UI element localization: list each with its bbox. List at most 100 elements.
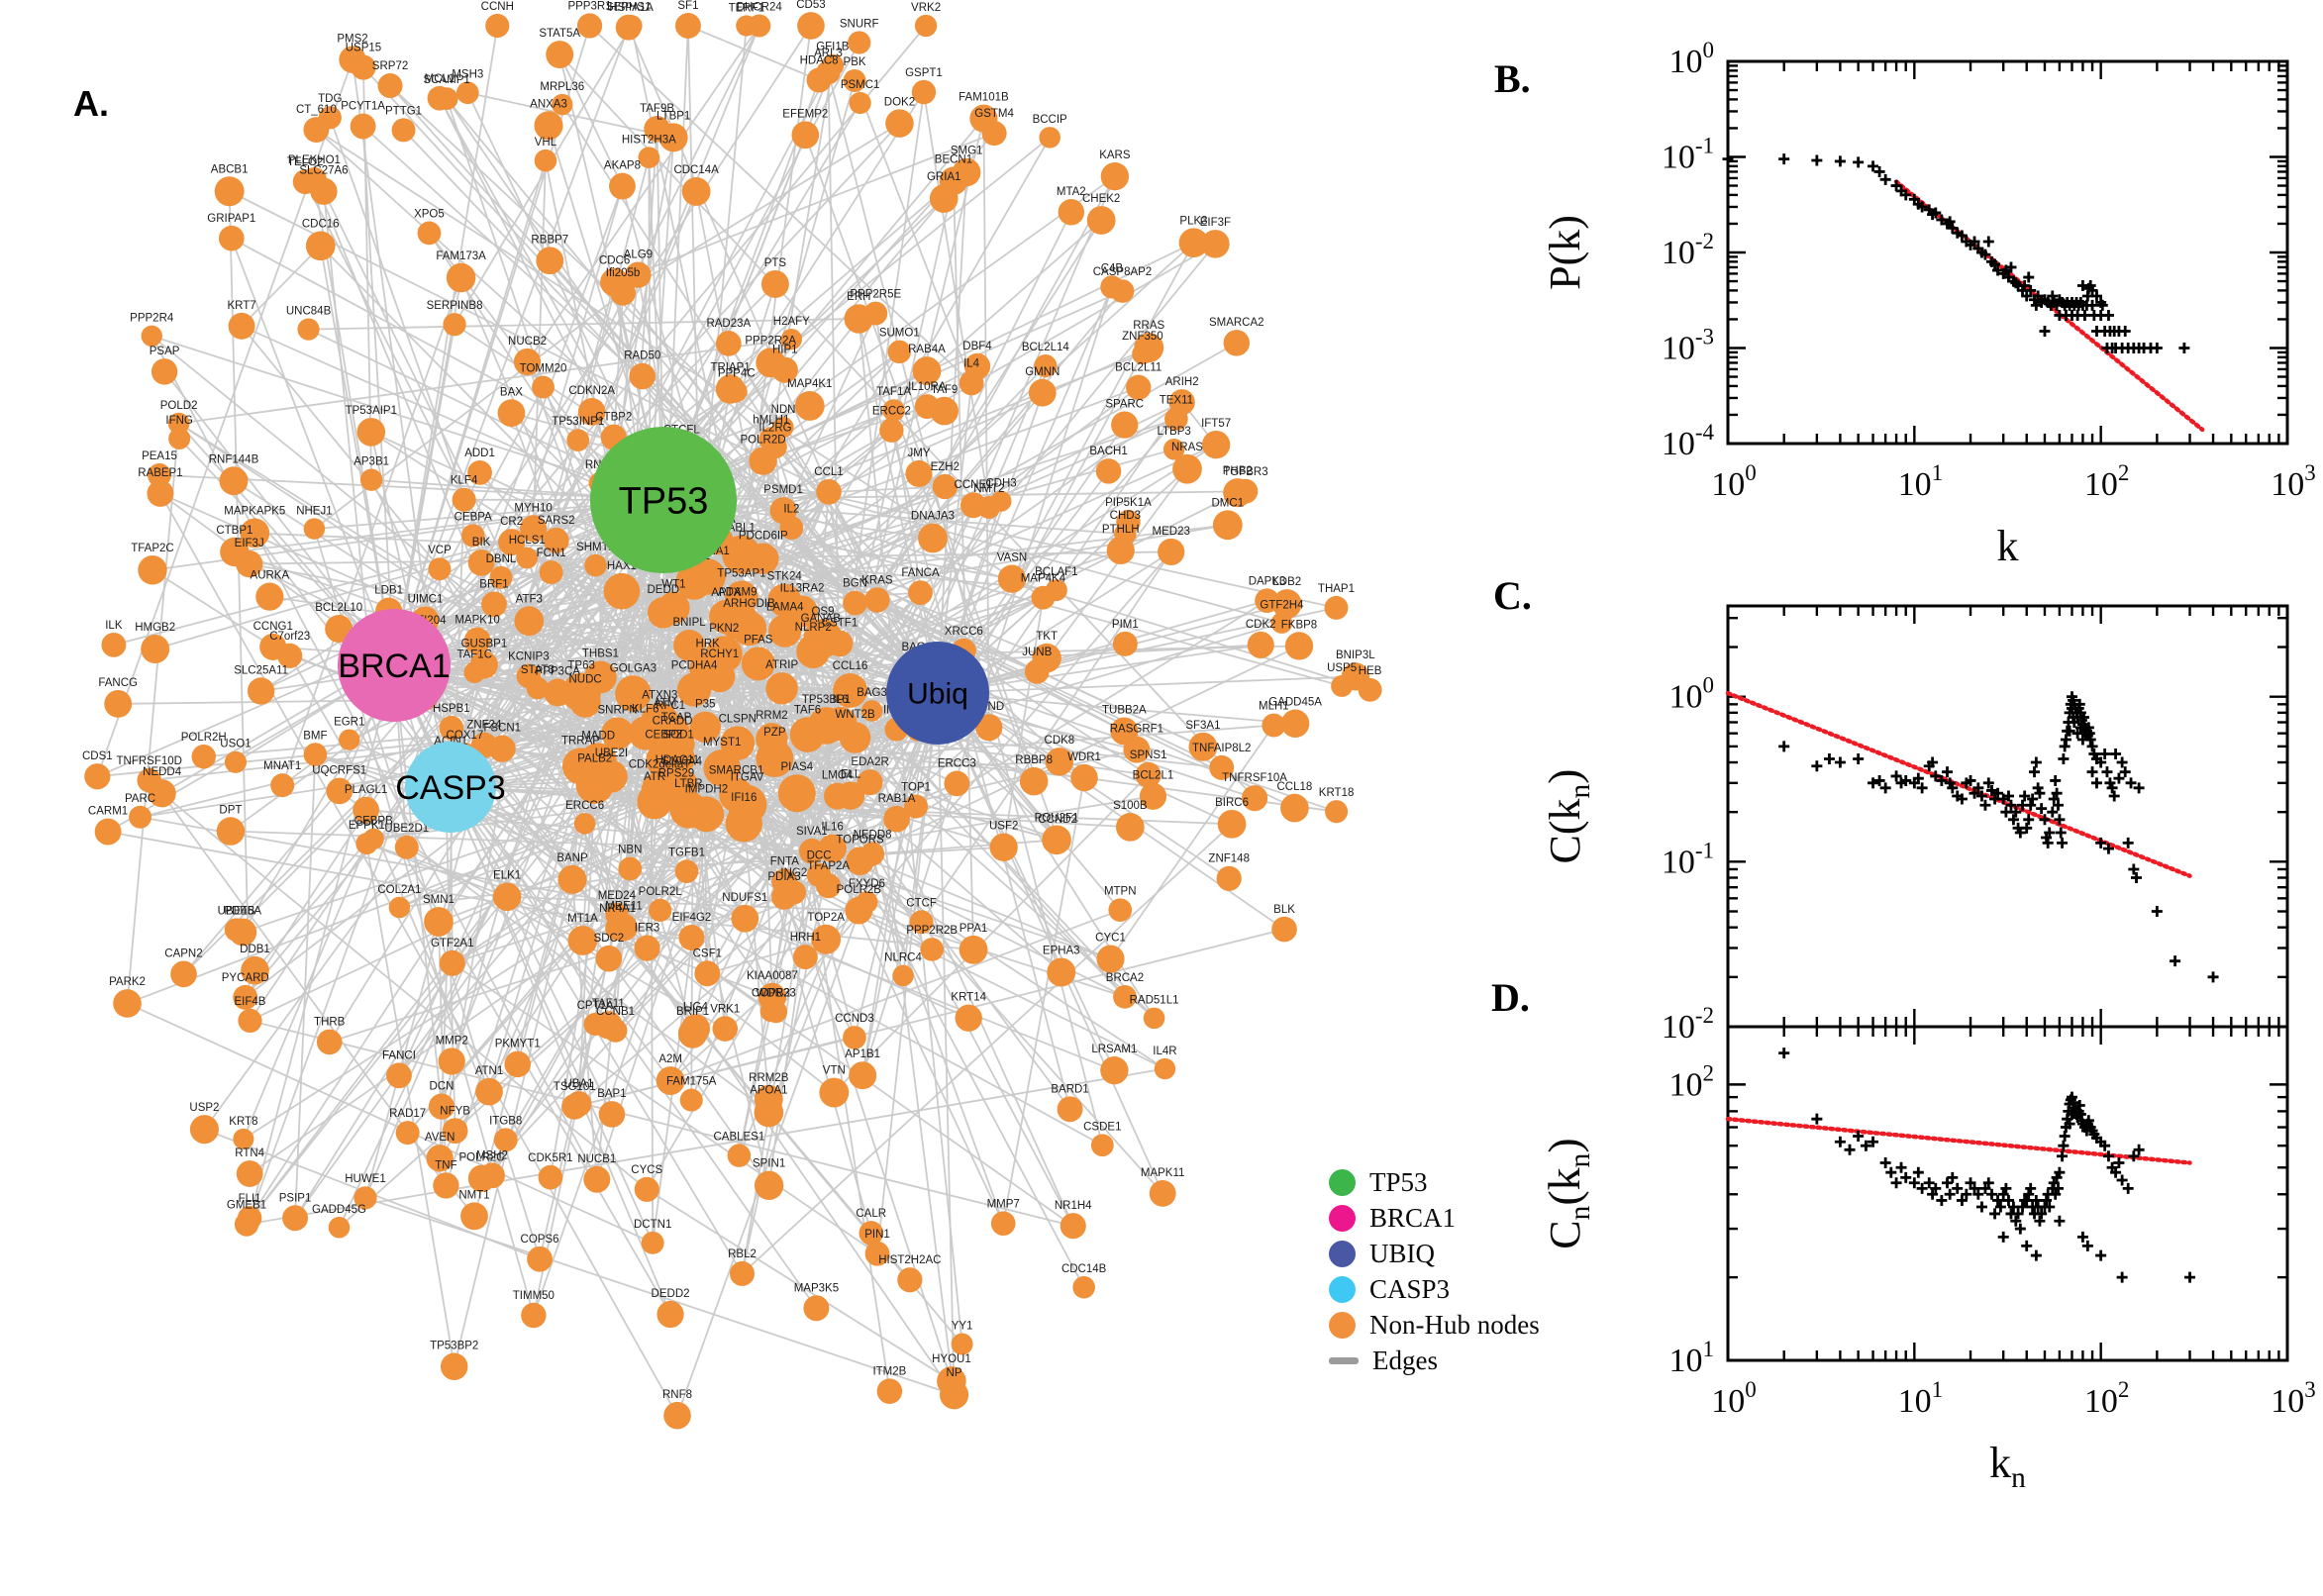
edge	[558, 53, 1256, 799]
network-node-label: GANAB	[801, 613, 842, 625]
scatter-point	[1890, 770, 1902, 782]
edge	[687, 290, 1124, 811]
network-node	[772, 416, 794, 439]
network-node-label: DPT	[219, 804, 242, 816]
hub-label-tp53: TP53	[619, 480, 709, 522]
network-node-label: HIP1	[772, 345, 798, 356]
network-node-label: LMO4	[822, 770, 854, 782]
network-node-label: HEB	[1359, 665, 1382, 677]
panel-a-label: A.	[73, 83, 109, 124]
network-node-label: TNFAIP8L2	[1192, 743, 1251, 754]
network-node	[218, 225, 245, 251]
network-node-label: SDC2	[594, 933, 625, 945]
edge	[249, 664, 395, 1219]
scatter-point	[1982, 1177, 1994, 1189]
edge	[662, 91, 925, 501]
network-node-label: DHCR24	[737, 1, 783, 13]
network-node-label: MAPK10	[454, 615, 499, 627]
network-node-label: LAMA4	[766, 601, 804, 613]
edge	[1036, 468, 1188, 672]
network-node	[1209, 754, 1235, 780]
hub-label-brca1: BRCA1	[338, 648, 450, 685]
scatter-point	[2099, 748, 2111, 759]
network-node	[84, 763, 111, 790]
network-node	[955, 1004, 982, 1032]
network-node-label: CCND3	[835, 1013, 874, 1025]
network-node-label: SNURF	[840, 18, 879, 30]
scatter-point	[2044, 1201, 2056, 1213]
network-node	[818, 834, 847, 863]
network-node-label: DNAJA3	[911, 511, 955, 523]
hub-label-ubiq: Ubiq	[907, 678, 968, 711]
scatter-point	[2034, 787, 2046, 799]
network-node-label: ERCC6	[565, 800, 604, 812]
scatter-point	[1930, 1182, 1942, 1194]
network-node	[975, 714, 1003, 742]
network-node	[1042, 825, 1071, 855]
x-tick-label: 100	[1711, 1377, 1757, 1420]
network-node-label: MAP4K4	[1021, 573, 1066, 585]
network-node-label: BCL2L14	[1022, 342, 1070, 353]
scatter-point	[2012, 1208, 2024, 1220]
network-node	[584, 553, 607, 577]
network-node-label: DEDD2	[652, 1288, 690, 1300]
network-node-label: PPP2R5E	[850, 289, 901, 301]
network-node	[339, 729, 360, 750]
network-node-label: SPARC	[1105, 399, 1144, 411]
network-node-label: Ifi205b	[606, 267, 641, 279]
scatter-point	[1997, 1188, 2009, 1200]
network-node-label: SPNS1	[1130, 749, 1167, 761]
scatter-point	[2032, 290, 2044, 302]
network-node	[1072, 1275, 1095, 1299]
network-node-label: DCN	[430, 1081, 454, 1093]
network-node	[391, 118, 416, 143]
scatter-point	[1923, 1177, 1935, 1189]
network-node	[435, 87, 458, 111]
network-node-label: SMARCB1	[709, 764, 764, 776]
edge	[454, 25, 633, 326]
network-node-label: MAPK11	[1141, 1167, 1185, 1179]
scatter-point	[2050, 774, 2062, 786]
network-node	[963, 352, 991, 380]
network-node-label: CCNH	[481, 1, 514, 13]
scatter-point	[2090, 290, 2102, 302]
network-node	[848, 31, 871, 54]
network-node-label: HUWE1	[345, 1173, 386, 1185]
network-node-label: ZNF350	[1122, 331, 1163, 343]
scatter-point	[2023, 271, 2035, 283]
scatter-point	[2119, 766, 2131, 778]
network-node-label: NHEJ1	[296, 505, 332, 517]
network-node	[433, 1172, 459, 1199]
network-node-label: PPP2R2B	[906, 925, 958, 937]
edge	[389, 84, 776, 448]
network-node-label: BRF1	[479, 578, 508, 590]
network-node-label: FLI1	[239, 1193, 261, 1205]
network-node-label: RRM2B	[749, 1072, 789, 1084]
network-node-label: ATF3	[516, 593, 543, 605]
network-node-label: WDR33	[757, 987, 796, 999]
scatter-point	[2000, 1182, 2012, 1194]
network-node	[1172, 453, 1202, 484]
network-node	[129, 805, 152, 829]
network-node-label: FNTA	[770, 855, 800, 867]
network-node	[1096, 945, 1125, 973]
network-node-label: EIF4G2	[672, 912, 712, 924]
scatter-point	[2000, 806, 2012, 818]
network-node	[603, 572, 641, 610]
network-node-label: MYH10	[514, 502, 552, 514]
network-node-label: PALB2	[577, 753, 612, 765]
scatter-point	[1930, 770, 1942, 782]
network-node-label: TGFBR3	[1223, 466, 1267, 478]
network-node-label: MAP3K5	[794, 1282, 839, 1294]
edge	[687, 25, 820, 81]
network-node-label: PTTG1	[385, 105, 422, 117]
scatter-point	[2014, 1223, 2026, 1235]
panel-d-label: D.	[1491, 975, 1530, 1020]
network-node-label: RNF144B	[209, 453, 259, 465]
network-node-label: TRRAP	[561, 735, 600, 747]
network-node-label: GUSBP1	[461, 638, 508, 649]
network-node-label: VHL	[535, 137, 557, 149]
network-node	[498, 529, 526, 556]
network-node	[904, 794, 929, 819]
